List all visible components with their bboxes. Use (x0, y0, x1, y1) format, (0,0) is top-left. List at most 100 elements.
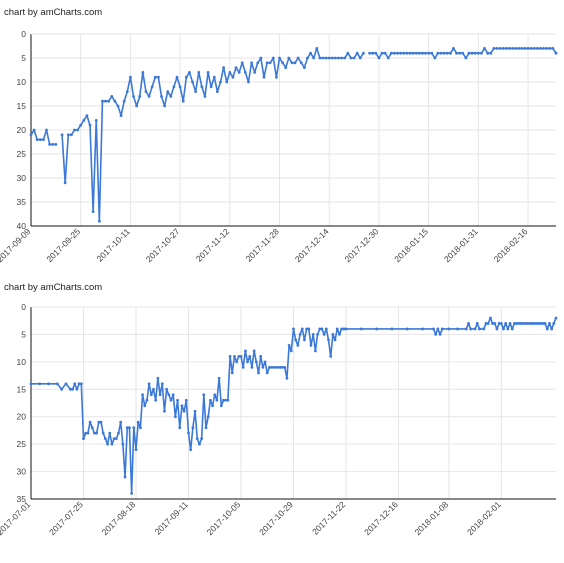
data-point[interactable] (362, 51, 365, 55)
data-point[interactable] (35, 138, 39, 142)
data-point[interactable] (276, 365, 280, 369)
data-point[interactable] (383, 51, 387, 55)
data-point[interactable] (270, 365, 274, 369)
data-point[interactable] (554, 51, 558, 55)
data-point[interactable] (217, 376, 221, 380)
data-point[interactable] (231, 75, 235, 79)
data-point[interactable] (473, 51, 477, 55)
data-point[interactable] (147, 382, 151, 386)
data-point[interactable] (312, 56, 316, 60)
data-point[interactable] (344, 327, 348, 331)
amcharts-credit-link[interactable]: chart by amCharts.com (4, 282, 102, 293)
data-point[interactable] (511, 47, 514, 50)
data-point[interactable] (424, 51, 427, 55)
data-point[interactable] (330, 56, 334, 60)
data-point[interactable] (530, 322, 534, 325)
data-point[interactable] (545, 327, 549, 331)
data-point[interactable] (343, 56, 347, 60)
data-point[interactable] (287, 56, 291, 60)
data-point[interactable] (265, 371, 269, 375)
data-point[interactable] (436, 51, 440, 55)
data-point[interactable] (211, 404, 214, 408)
data-point[interactable] (108, 431, 112, 435)
data-point[interactable] (263, 360, 267, 364)
data-point[interactable] (529, 47, 533, 50)
data-point[interactable] (85, 114, 89, 117)
data-point[interactable] (154, 398, 158, 402)
data-point[interactable] (119, 114, 123, 117)
data-point[interactable] (289, 349, 293, 353)
data-point[interactable] (147, 95, 151, 98)
data-point[interactable] (247, 80, 250, 84)
data-point[interactable] (430, 51, 434, 55)
data-point[interactable] (497, 322, 501, 325)
data-point[interactable] (169, 398, 173, 402)
data-point[interactable] (60, 387, 64, 391)
data-point[interactable] (187, 431, 190, 435)
data-point[interactable] (90, 426, 94, 430)
data-point[interactable] (290, 61, 294, 65)
data-point[interactable] (253, 71, 257, 74)
data-point[interactable] (300, 327, 304, 331)
data-point[interactable] (141, 393, 144, 397)
data-point[interactable] (206, 415, 210, 419)
data-point[interactable] (501, 47, 505, 50)
data-point[interactable] (526, 47, 530, 50)
data-point[interactable] (163, 104, 166, 108)
data-point[interactable] (456, 327, 459, 331)
data-point[interactable] (113, 99, 117, 103)
data-point[interactable] (202, 393, 206, 397)
data-point[interactable] (440, 327, 444, 331)
data-point[interactable] (241, 365, 245, 369)
data-point[interactable] (240, 61, 244, 65)
data-point[interactable] (246, 360, 249, 364)
data-point[interactable] (399, 51, 403, 55)
data-point[interactable] (250, 61, 253, 65)
data-point[interactable] (234, 66, 238, 69)
data-point[interactable] (515, 322, 519, 325)
data-point[interactable] (198, 442, 201, 446)
data-point[interactable] (79, 382, 83, 386)
data-point[interactable] (219, 80, 222, 84)
data-point[interactable] (222, 398, 225, 402)
data-point[interactable] (478, 327, 481, 331)
data-point[interactable] (29, 382, 33, 386)
data-point[interactable] (136, 420, 140, 424)
data-point[interactable] (163, 409, 166, 413)
data-point[interactable] (322, 333, 326, 336)
data-point[interactable] (88, 123, 92, 127)
data-point[interactable] (309, 344, 313, 347)
data-point[interactable] (448, 51, 452, 55)
data-point[interactable] (268, 365, 271, 369)
data-point[interactable] (237, 71, 241, 74)
data-point[interactable] (38, 138, 42, 142)
data-point[interactable] (203, 95, 207, 98)
data-point[interactable] (504, 322, 508, 325)
data-point[interactable] (402, 51, 406, 55)
data-point[interactable] (112, 437, 116, 441)
data-point[interactable] (311, 333, 315, 336)
data-point[interactable] (532, 47, 536, 50)
data-point[interactable] (359, 327, 363, 331)
data-point[interactable] (91, 210, 95, 214)
data-point[interactable] (480, 51, 483, 55)
data-point[interactable] (66, 133, 70, 137)
data-point[interactable] (274, 365, 278, 369)
data-point[interactable] (473, 327, 477, 331)
data-point[interactable] (86, 431, 90, 435)
data-point[interactable] (296, 344, 300, 347)
data-point[interactable] (226, 398, 230, 402)
data-point[interactable] (259, 354, 263, 358)
data-point[interactable] (421, 51, 424, 55)
data-point[interactable] (346, 51, 350, 55)
data-point[interactable] (324, 56, 328, 60)
data-point[interactable] (47, 382, 50, 386)
data-point[interactable] (278, 365, 282, 369)
data-point[interactable] (200, 85, 204, 89)
data-point[interactable] (60, 133, 64, 137)
data-point[interactable] (338, 333, 341, 336)
data-point[interactable] (368, 51, 372, 55)
data-point[interactable] (411, 51, 415, 55)
data-point[interactable] (79, 123, 83, 127)
data-point[interactable] (134, 448, 138, 452)
